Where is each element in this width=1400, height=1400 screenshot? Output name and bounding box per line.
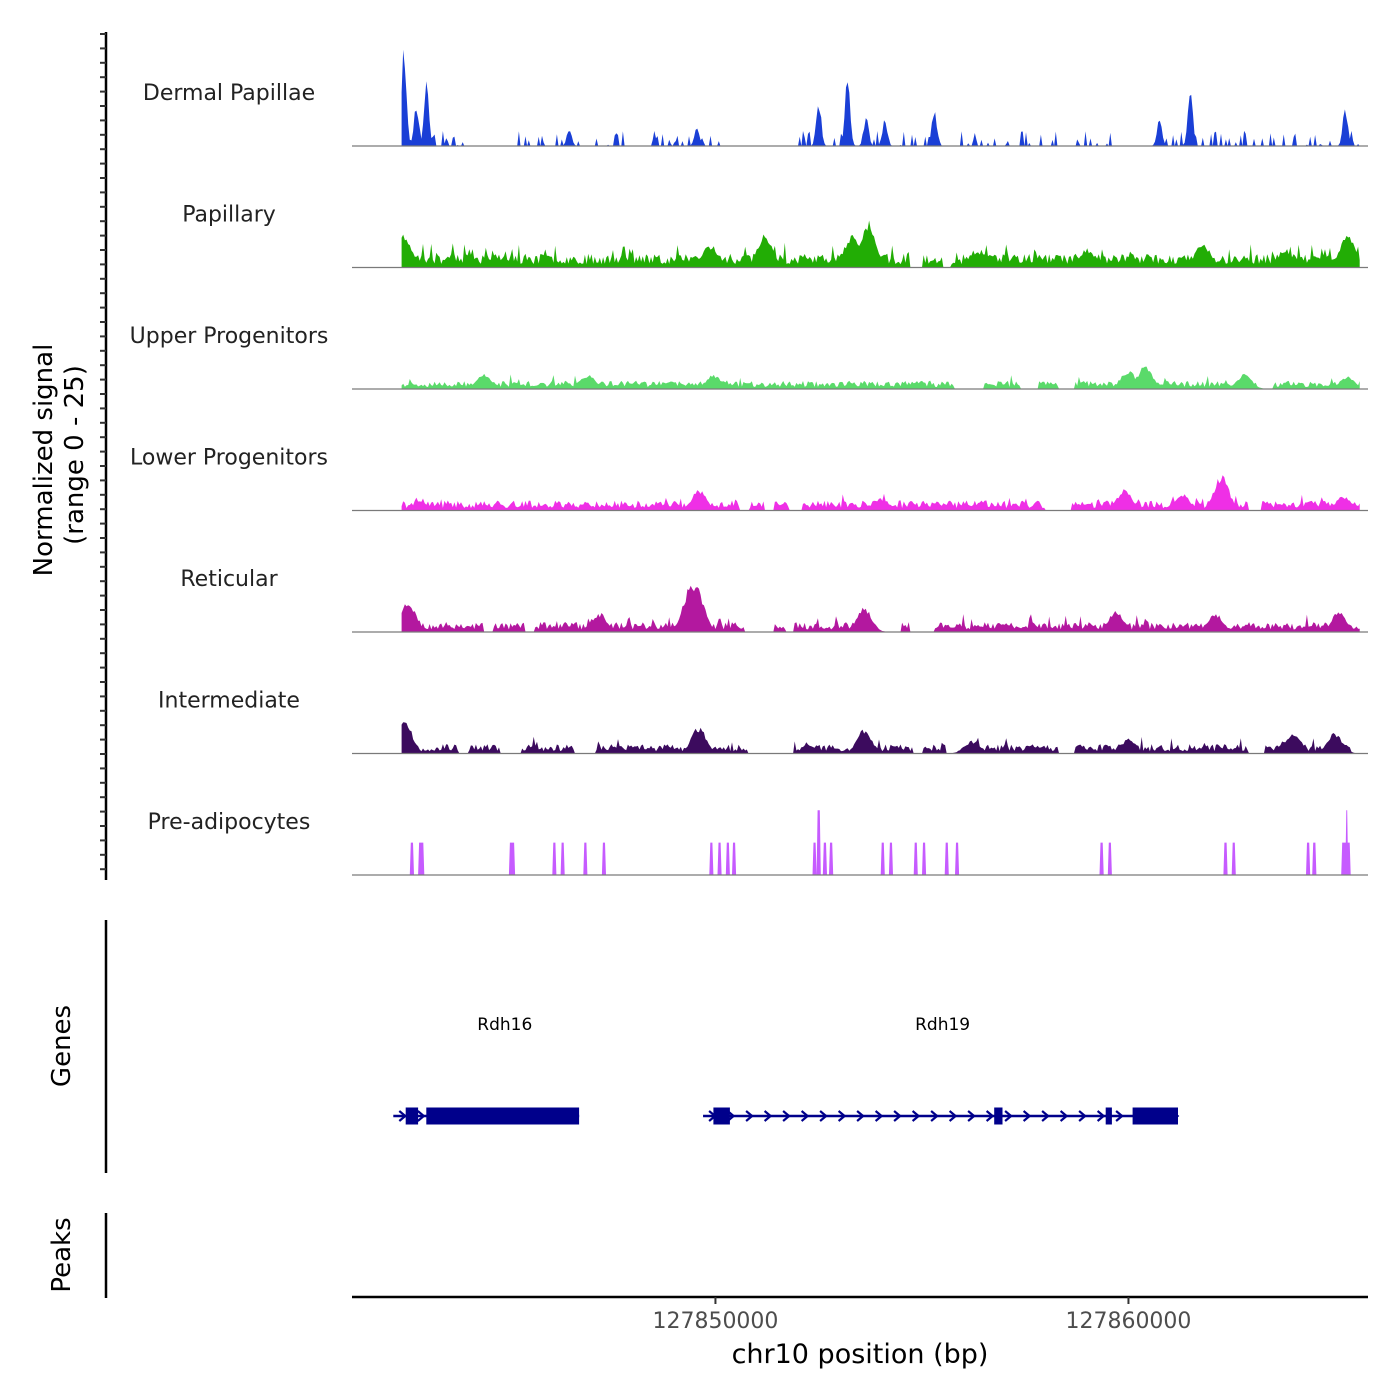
strand-arrow — [763, 1110, 773, 1122]
strand-arrow — [911, 1110, 921, 1122]
coverage-track: Papillary — [182, 203, 1368, 269]
gene-exon — [994, 1107, 1003, 1125]
track-label: Papillary — [182, 203, 276, 228]
coverage-area — [401, 585, 1360, 632]
coverage-track: Lower Progenitors — [130, 446, 1368, 512]
gene-exon — [713, 1107, 730, 1125]
track-label: Intermediate — [158, 689, 300, 714]
coverage-area — [409, 810, 1351, 875]
coverage-track: Pre-adipocytes — [148, 810, 1368, 876]
x-tick-label: 127860000 — [1065, 1309, 1191, 1334]
y-axis-title-line1: Normalized signal — [29, 344, 59, 577]
track-label: Upper Progenitors — [130, 324, 329, 349]
x-axis-title: chr10 position (bp) — [732, 1339, 989, 1370]
x-tick-label: 127850000 — [652, 1309, 778, 1334]
strand-arrow — [837, 1110, 847, 1122]
coverage-axis-ticks — [100, 33, 106, 871]
coverage-area — [401, 722, 1360, 754]
coverage-track: Upper Progenitors — [130, 324, 1368, 390]
gene-exon — [1132, 1107, 1178, 1125]
strand-arrow — [1059, 1110, 1069, 1122]
coverage-area — [401, 475, 1360, 511]
gene-annotations: Rdh16 Rdh19 — [393, 1015, 1180, 1125]
gene-model: Rdh16 — [393, 1015, 580, 1125]
gene-exon — [1105, 1107, 1112, 1125]
strand-arrow — [417, 1110, 426, 1122]
strand-arrow — [1004, 1110, 1013, 1122]
strand-arrow — [893, 1110, 902, 1122]
strand-arrow — [874, 1110, 884, 1122]
peaks-panel-label: Peaks — [47, 1217, 77, 1292]
strand-arrow — [782, 1110, 791, 1122]
track-label: Reticular — [180, 567, 278, 592]
coverage-area — [401, 366, 1360, 389]
strand-arrow — [819, 1110, 828, 1122]
track-label: Pre-adipocytes — [148, 810, 311, 835]
strand-arrow — [1041, 1110, 1050, 1122]
gene-label: Rdh19 — [915, 1015, 970, 1035]
strand-arrow — [856, 1110, 865, 1122]
gene-exon — [426, 1107, 580, 1125]
strand-arrow — [1115, 1110, 1124, 1122]
y-axis-title-line2: (range 0 - 25) — [60, 365, 90, 545]
strand-arrow — [967, 1110, 976, 1122]
coverage-area — [401, 220, 1360, 268]
strand-arrow — [985, 1110, 995, 1122]
strand-arrow — [745, 1110, 754, 1122]
coverage-track: Reticular — [180, 567, 1368, 633]
track-label: Lower Progenitors — [130, 446, 328, 471]
strand-arrow — [398, 1110, 408, 1122]
strand-arrow — [800, 1110, 810, 1122]
strand-arrow — [1022, 1110, 1032, 1122]
strand-arrow — [948, 1110, 958, 1122]
strand-arrow — [1078, 1110, 1087, 1122]
track-label: Dermal Papillae — [143, 81, 315, 106]
coverage-track: Dermal Papillae — [143, 49, 1368, 147]
genes-panel-label: Genes — [47, 1005, 77, 1087]
gene-exon — [405, 1107, 419, 1125]
coverage-track: Intermediate — [158, 689, 1368, 755]
gene-label: Rdh16 — [477, 1015, 532, 1035]
gene-model: Rdh19 — [703, 1015, 1180, 1125]
coverage-area — [401, 49, 1360, 147]
strand-arrow — [1096, 1110, 1106, 1122]
strand-arrow — [930, 1110, 939, 1122]
coverage-tracks: Dermal Papillae Papillary Upper Progenitor… — [130, 49, 1368, 876]
x-axis-ticks: 127850000 127860000 — [652, 1297, 1191, 1334]
